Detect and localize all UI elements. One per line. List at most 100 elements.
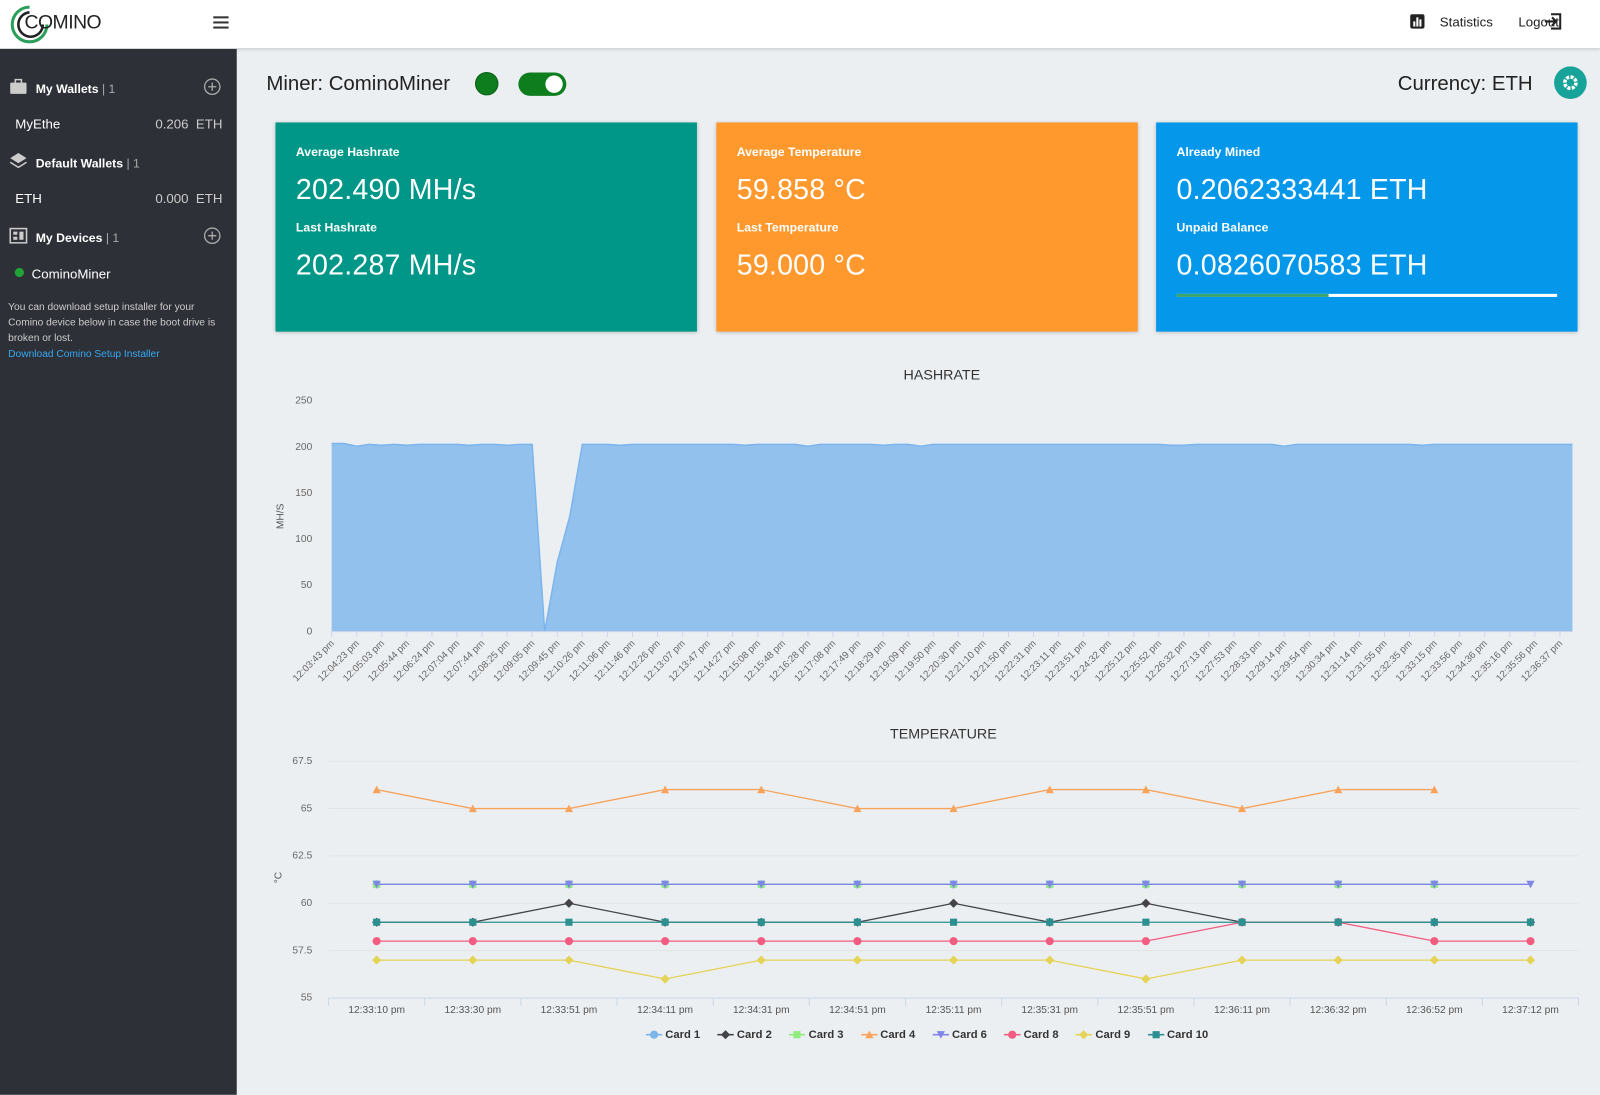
marker (756, 955, 766, 965)
y-tick-label: 50 (301, 580, 313, 591)
legend-symbol (717, 1030, 734, 1040)
legend-label: Card 2 (736, 1028, 772, 1041)
section-title: My Wallets | 1 (36, 82, 116, 96)
marker (1141, 785, 1150, 794)
marker (661, 937, 670, 946)
marker (1045, 937, 1054, 946)
wallet-name[interactable]: ETH (15, 190, 42, 207)
card-value: 202.490 MH/s (296, 173, 476, 206)
legend-item: Card 8 (1003, 1028, 1059, 1041)
unit: ETH (1369, 248, 1428, 281)
marker (949, 804, 958, 813)
marker (864, 1030, 874, 1039)
marker (1046, 918, 1054, 926)
y-tick-label: 67.5 (292, 756, 312, 767)
marker (660, 974, 670, 984)
stat-card: Average Hashrate 202.490 MH/s Last Hashrat… (275, 122, 697, 332)
marker (1430, 918, 1438, 926)
area-line (331, 442, 1573, 632)
wallet-amount: 0.206 ETH (122, 116, 222, 131)
stat-card: Average Temperature 59.858 °C Last Tempera… (716, 122, 1138, 332)
legend-symbol (1004, 1030, 1021, 1039)
marker (853, 880, 862, 889)
x-tick-label: 12:34:51 pm (829, 1005, 886, 1016)
device-name[interactable]: CominoMiner (31, 266, 111, 282)
add-wallet-button[interactable] (203, 78, 221, 96)
x-tick-label: 12:34:31 pm (733, 1005, 790, 1016)
marker (1526, 880, 1535, 889)
status-dot (14, 267, 24, 278)
legend-item: Card 6 (932, 1029, 987, 1041)
section-count: | 1 (101, 81, 116, 96)
x-tick-label: 12:36:52 pm (1406, 1005, 1463, 1016)
marker (1141, 880, 1150, 889)
statistics-link[interactable]: Statistics (1439, 14, 1493, 30)
amount: 0.000 (155, 190, 189, 207)
marker (949, 880, 958, 889)
marker (1045, 785, 1054, 794)
marker (468, 955, 478, 965)
marker (721, 1030, 731, 1040)
x-tick-label: 12:36:32 pm (1310, 1005, 1367, 1016)
marker (372, 955, 382, 965)
card-label: Last Hashrate (295, 220, 377, 235)
legend-label: Card 6 (951, 1028, 987, 1041)
marker (1525, 955, 1536, 965)
logout-link[interactable]: Logout (1518, 14, 1559, 30)
wallet-name[interactable]: MyEthe (15, 116, 61, 132)
sidebar-note: You can download setup installer for you… (8, 302, 216, 344)
currency-label: Currency: ETH (1397, 72, 1533, 95)
stat-card: Already Mined 0.2062333441 ETH Unpaid Bala… (1156, 122, 1578, 332)
marker (950, 918, 958, 926)
legend-label: Card 10 (1167, 1028, 1209, 1041)
legend-label: Card 8 (1023, 1028, 1059, 1041)
marker (372, 937, 381, 946)
legend-label: Card 9 (1095, 1028, 1131, 1041)
legend-item: Card 3 (788, 1029, 844, 1041)
logo-icon (10, 5, 49, 44)
marker (1430, 785, 1439, 794)
marker (853, 937, 862, 946)
settings-button[interactable] (1553, 65, 1588, 100)
x-tick-label: 12:33:30 pm (444, 1005, 501, 1016)
section-title: My Devices | 1 (36, 231, 120, 245)
legend-item: Card 2 (717, 1029, 772, 1041)
marker (1430, 937, 1439, 946)
x-tick-label: 12:37:12 pm (1502, 1005, 1559, 1016)
marker (948, 955, 959, 965)
value: 0.0826070583 (1176, 248, 1362, 281)
marker (1238, 918, 1246, 926)
logout-icon[interactable] (1543, 12, 1563, 30)
progress-track (1176, 293, 1558, 297)
marker (1430, 880, 1439, 889)
menu-button[interactable] (212, 15, 230, 29)
layers-icon (9, 153, 27, 169)
y-tick-label: 60 (301, 898, 313, 909)
y-tick-label: 55 (301, 993, 313, 1004)
card-label: Average Hashrate (295, 144, 400, 160)
legend-symbol (789, 1031, 806, 1039)
x-tick-label: 12:36:11 pm (1214, 1005, 1270, 1016)
marker (649, 1030, 659, 1039)
marker (468, 880, 477, 889)
logo: COMINO (24, 12, 102, 34)
marker (661, 918, 669, 926)
legend-item: Card 4 (860, 1029, 915, 1041)
card-value: 0.0826070583 ETH (1177, 249, 1428, 282)
marker (1526, 918, 1535, 926)
marker (853, 804, 862, 813)
add-device-button[interactable] (203, 227, 221, 245)
area-fill (331, 443, 1573, 632)
y-tick-label: 57.5 (292, 945, 312, 956)
wallet-icon (10, 78, 27, 94)
card-label: Unpaid Balance (1176, 220, 1269, 235)
marker (564, 804, 574, 813)
legend-label: Card 1 (665, 1028, 701, 1041)
toggle-knob (545, 75, 563, 93)
legend-symbol (1075, 1030, 1093, 1040)
marker (1079, 1030, 1089, 1040)
statistics-icon[interactable] (1409, 13, 1425, 29)
marker (1334, 880, 1343, 889)
download-link[interactable]: Download Comino Setup Installer (8, 348, 160, 361)
